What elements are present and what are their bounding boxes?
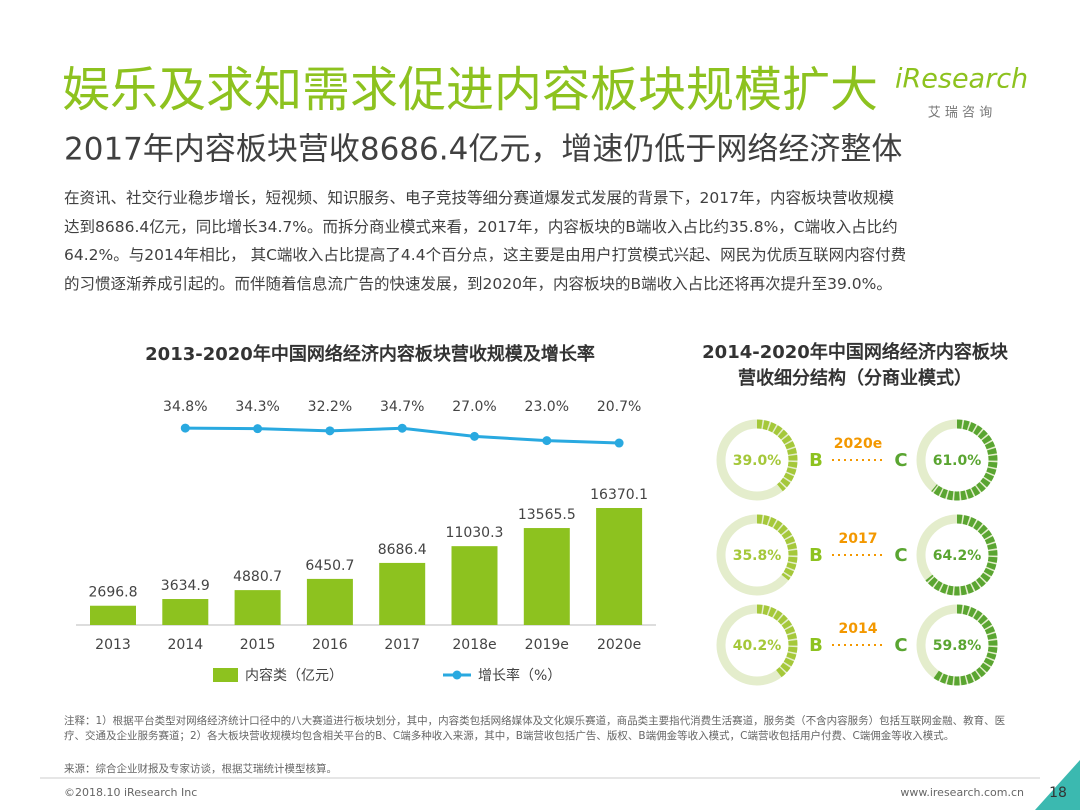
rate-label: 34.8% — [163, 399, 207, 415]
rate-point — [325, 426, 335, 436]
ring-arc — [931, 419, 998, 501]
segment-name: B — [809, 450, 823, 471]
notes: 注释：1）根据平台类型对网络经济统计口径中的八大赛道进行板块划分，其中，内容类包… — [64, 715, 1006, 742]
chart-title: 营收细分结构（分商业模式） — [738, 367, 972, 389]
ring-label: 61.0% — [933, 453, 982, 469]
bar-label: 16370.1 — [590, 487, 648, 503]
ring-arc — [756, 604, 798, 679]
url: www.iresearch.com.cn — [900, 786, 1024, 799]
x-tick-label: 2017 — [384, 637, 420, 653]
bar — [451, 546, 498, 625]
bar — [379, 562, 426, 625]
legend-label: 内容类（亿元） — [245, 667, 343, 684]
body-line: 在资讯、社交行业稳步增长，短视频、知识服务、电子竞技等细分赛道爆发式发展的背景下… — [64, 189, 894, 207]
rate-label: 27.0% — [452, 399, 496, 415]
legend-dot — [452, 670, 462, 680]
bar — [90, 605, 136, 625]
ring-arc — [756, 514, 798, 581]
chart-title: 2014-2020年中国网络经济内容板块 — [702, 341, 1009, 363]
rate-label: 23.0% — [525, 399, 569, 415]
ring-label: 64.2% — [933, 548, 982, 564]
rate-point — [397, 423, 407, 433]
bar — [523, 528, 570, 625]
legend-swatch — [213, 668, 238, 682]
page-corner — [1035, 760, 1080, 810]
slide-title: 娱乐及求知需求促进内容板块规模扩大 — [62, 62, 878, 118]
source: 来源：综合企业财报及专家访谈，根据艾瑞统计模型核算。 — [64, 763, 337, 775]
bar — [306, 578, 353, 625]
logo-sub: 艾 瑞 咨 询 — [928, 106, 992, 121]
bar — [234, 590, 281, 625]
bar-label: 13565.5 — [518, 507, 576, 523]
bar — [162, 599, 209, 625]
year-label: 2017 — [839, 531, 878, 547]
year-label: 2014 — [839, 621, 878, 637]
body-line: 的习惯逐渐养成引起的。而伴随着信息流广告的快速发展，到2020年，内容板块的B端… — [64, 274, 892, 293]
x-tick-label: 2014 — [167, 637, 203, 653]
ring-arc — [756, 419, 798, 492]
chart-title: 2013-2020年中国网络经济内容板块营收规模及增长率 — [145, 343, 595, 365]
bar-label: 6450.7 — [305, 558, 354, 574]
x-tick-label: 2020e — [597, 637, 641, 653]
segment-name: C — [894, 450, 907, 471]
rate-point — [470, 431, 479, 441]
copyright: ©2018.10 iResearch Inc — [64, 786, 197, 799]
bar-label: 4880.7 — [233, 569, 282, 585]
rate-point — [253, 424, 263, 434]
x-tick-label: 2013 — [95, 637, 131, 653]
ring-label: 59.8% — [933, 638, 982, 654]
ring-arc — [933, 604, 998, 686]
body-line: 64.2%。与2014年相比， 其C端收入占比提高了4.4个百分点，这主要是由用… — [64, 246, 907, 264]
rate-label: 34.3% — [235, 399, 279, 415]
bar-label: 3634.9 — [161, 578, 210, 594]
segment-name: B — [809, 545, 823, 566]
segment-name: B — [809, 635, 823, 656]
bar-label: 2696.8 — [89, 585, 138, 601]
ring-label: 40.2% — [733, 638, 782, 654]
rate-point — [180, 423, 190, 433]
page-number: 18 — [1049, 785, 1067, 801]
ring-arc — [925, 514, 998, 596]
x-tick-label: 2019e — [525, 637, 569, 653]
bar-label: 11030.3 — [446, 525, 504, 541]
slide-subtitle: 2017年内容板块营收8686.4亿元，增速仍低于网络经济整体 — [64, 132, 902, 168]
rate-label: 20.7% — [597, 399, 641, 415]
rate-point — [614, 438, 624, 448]
rate-label: 34.7% — [380, 399, 424, 415]
segment-name: C — [894, 545, 907, 566]
year-label: 2020e — [834, 436, 882, 452]
x-tick-label: 2018e — [452, 637, 496, 653]
x-tick-label: 2016 — [312, 637, 348, 653]
bar-label: 8686.4 — [378, 542, 427, 558]
body-line: 达到8686.4亿元，同比增长34.7%。而拆分商业模式来看，2017年，内容板… — [64, 217, 898, 236]
legend-label: 增长率（%） — [478, 667, 561, 684]
ring-label: 39.0% — [733, 453, 782, 469]
rate-point — [542, 436, 552, 446]
x-tick-label: 2015 — [240, 637, 276, 653]
bar — [596, 508, 643, 625]
ring-label: 35.8% — [733, 548, 782, 564]
rate-label: 32.2% — [308, 399, 352, 415]
logo: iResearch — [895, 64, 1028, 95]
segment-name: C — [894, 635, 907, 656]
